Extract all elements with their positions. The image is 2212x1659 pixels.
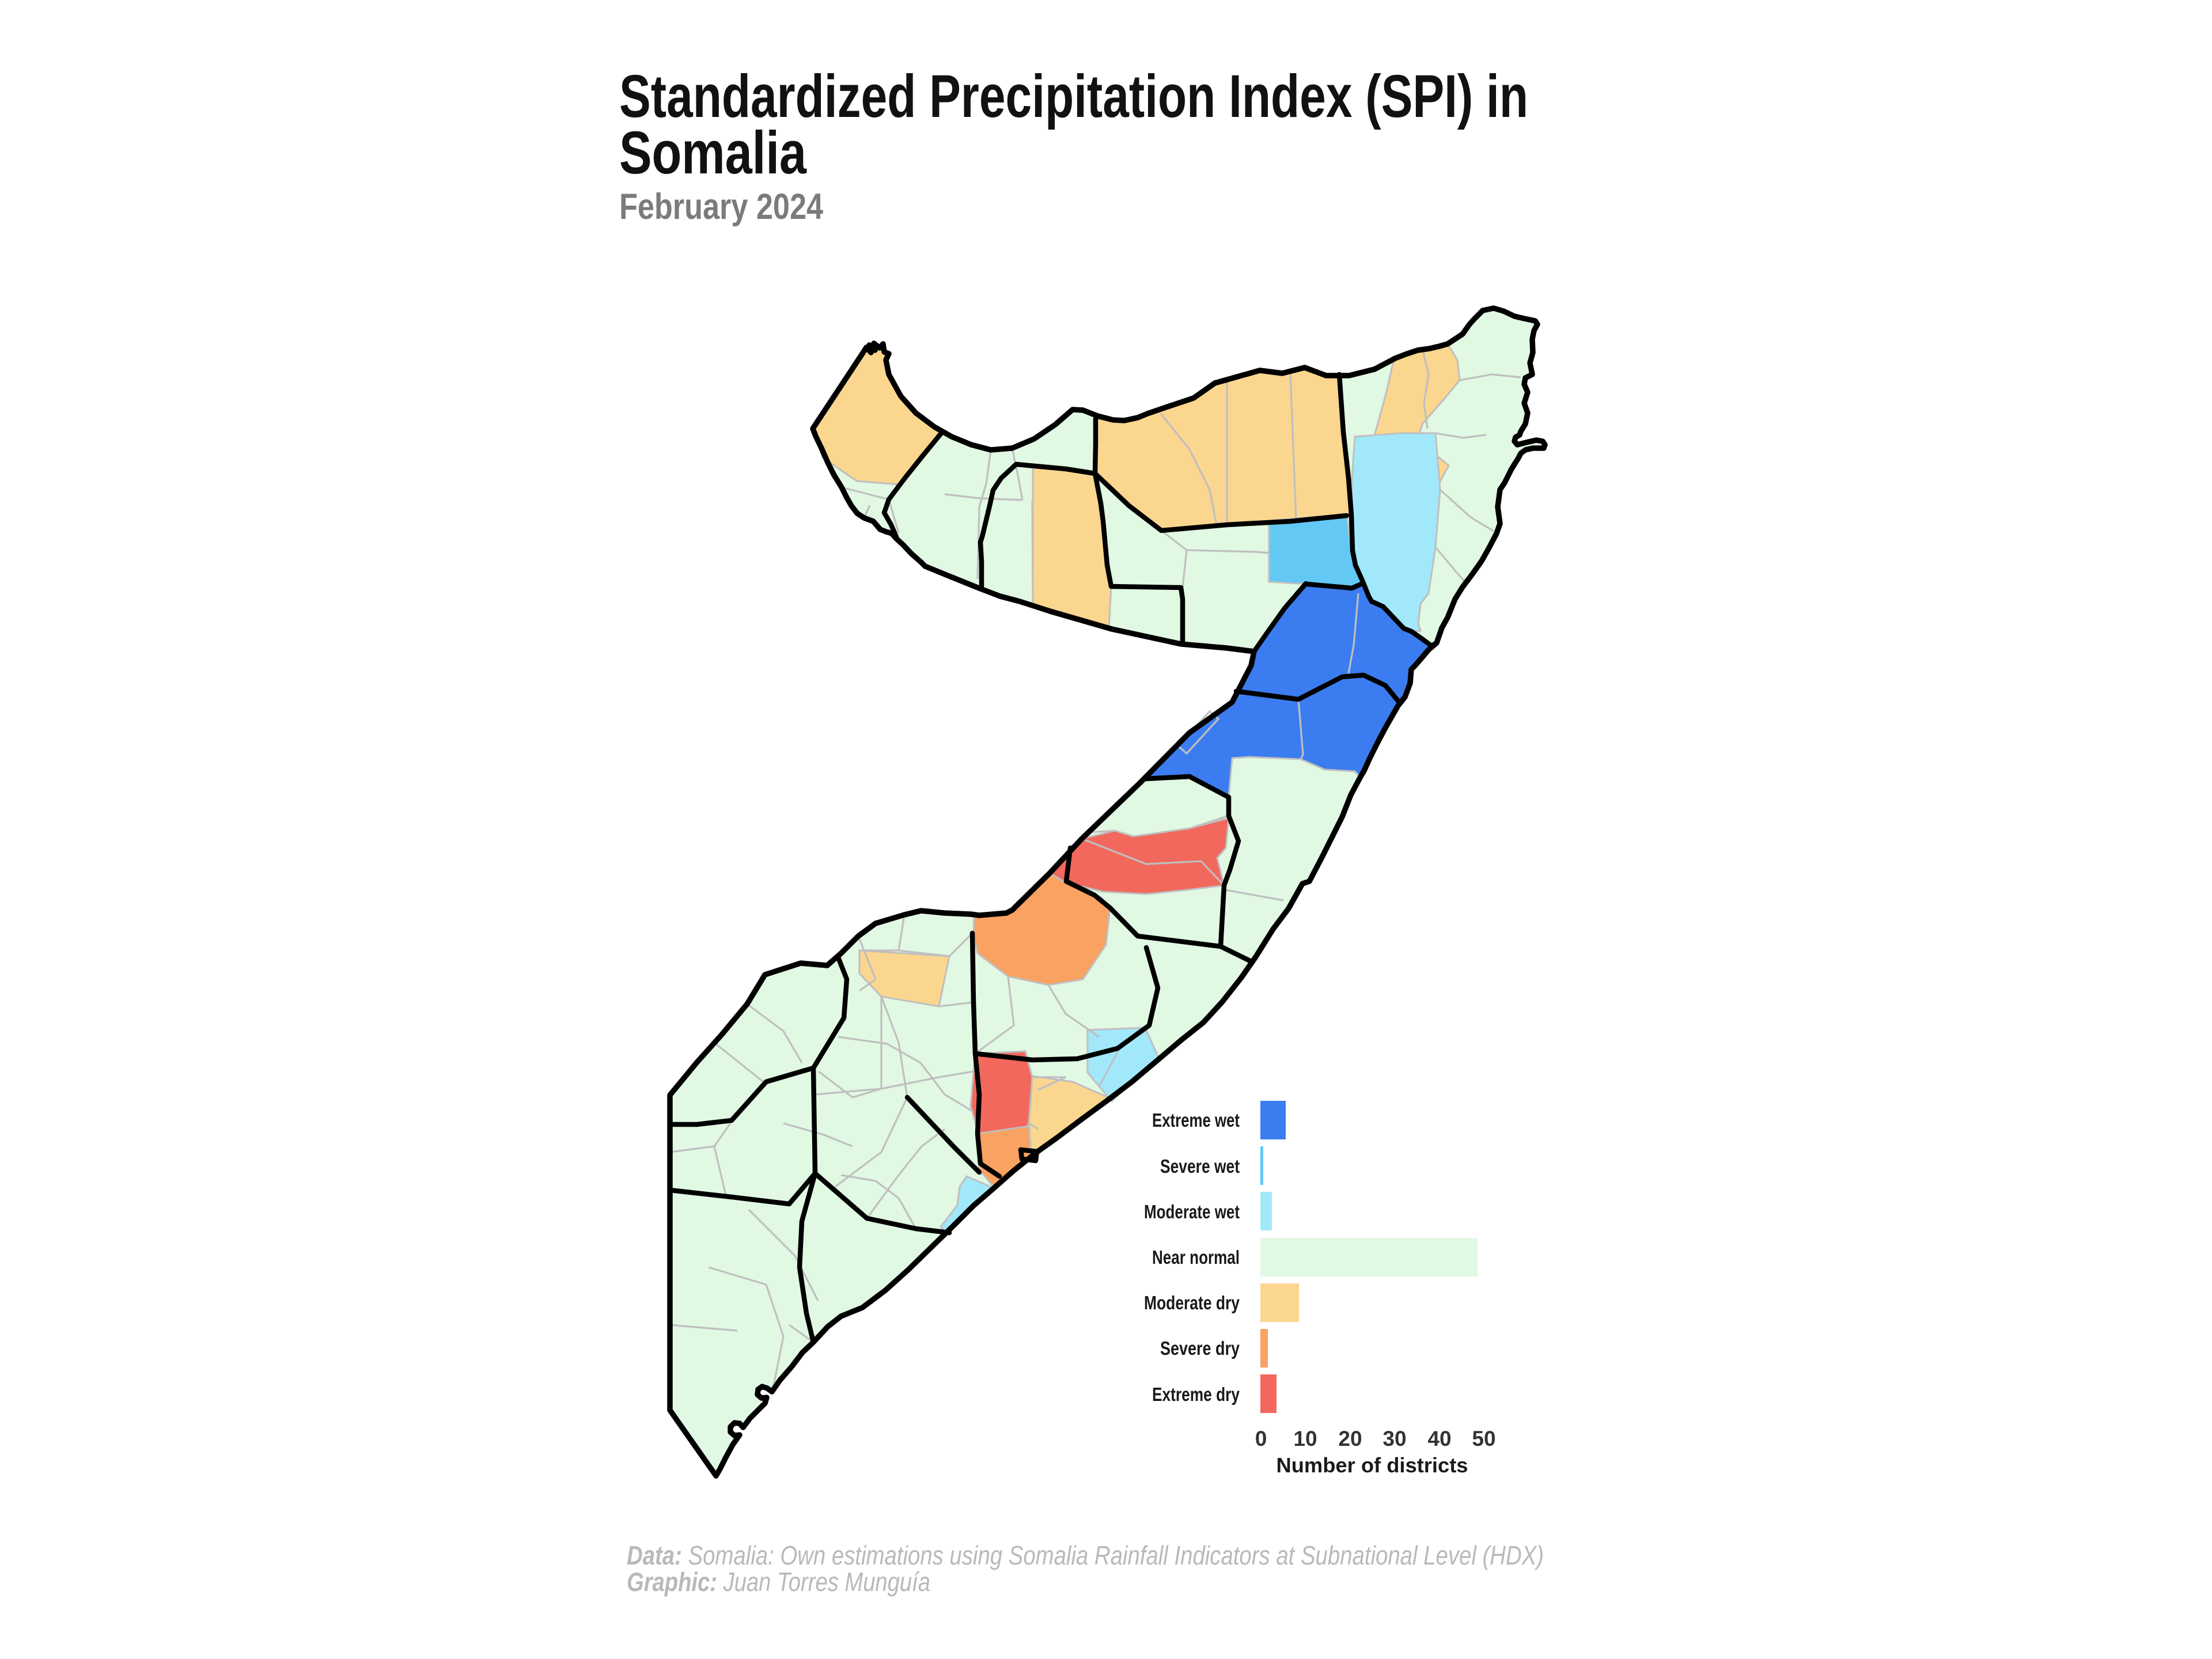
svg-text:0: 0 xyxy=(1255,1427,1267,1450)
svg-text:20: 20 xyxy=(1338,1427,1362,1450)
svg-text:10: 10 xyxy=(1293,1427,1317,1450)
svg-text:Moderate dry: Moderate dry xyxy=(1144,1292,1240,1313)
svg-text:Extreme dry: Extreme dry xyxy=(1152,1384,1240,1405)
svg-text:Severe dry: Severe dry xyxy=(1160,1338,1240,1359)
svg-text:Somalia: Somalia xyxy=(619,119,807,187)
svg-text:February 2024: February 2024 xyxy=(619,187,823,227)
svg-text:30: 30 xyxy=(1382,1427,1406,1450)
svg-text:Near normal: Near normal xyxy=(1152,1247,1240,1268)
svg-text:40: 40 xyxy=(1427,1427,1451,1450)
svg-text:Moderate wet: Moderate wet xyxy=(1144,1201,1240,1222)
svg-text:Standardized Precipitation Ind: Standardized Precipitation Index (SPI) i… xyxy=(619,63,1528,130)
svg-text:Data: Somalia: Own estimations: Data: Somalia: Own estimations using Som… xyxy=(627,1540,1544,1570)
svg-text:Severe wet: Severe wet xyxy=(1160,1156,1240,1177)
svg-text:Graphic: Juan Torres Munguía: Graphic: Juan Torres Munguía xyxy=(627,1567,930,1597)
svg-text:Number of districts: Number of districts xyxy=(1277,1453,1468,1477)
svg-text:50: 50 xyxy=(1472,1427,1495,1450)
svg-text:Extreme wet: Extreme wet xyxy=(1152,1109,1240,1131)
